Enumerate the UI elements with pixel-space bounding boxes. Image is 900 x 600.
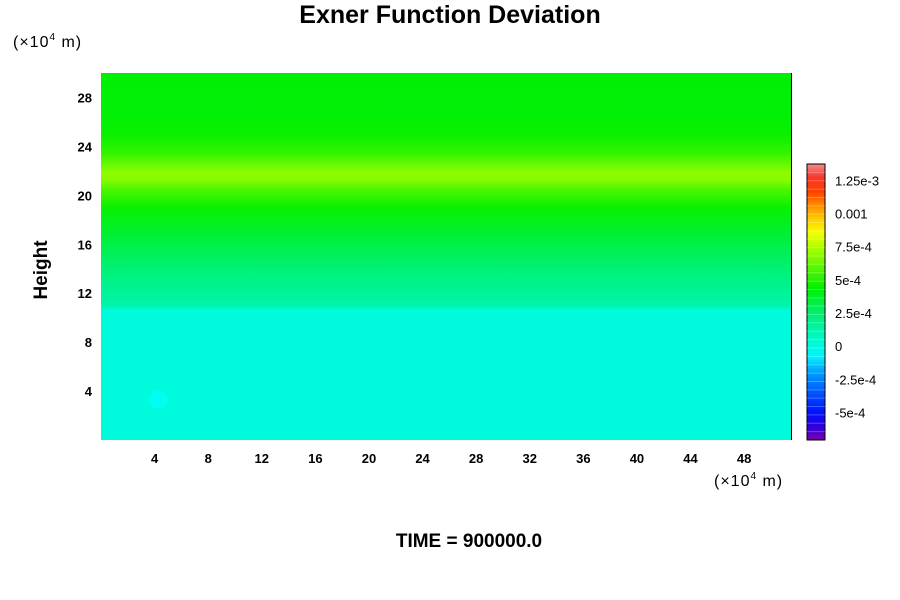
colorbar-tick-label: 2.5e-4 bbox=[835, 306, 872, 321]
y-tick-label: 16 bbox=[78, 237, 92, 252]
colorbar-tick-label: 0.001 bbox=[835, 206, 868, 221]
colorbar-tick-label: 0 bbox=[835, 339, 842, 354]
colorbar-tick-label: -5e-4 bbox=[835, 405, 865, 420]
y-tick-label: 12 bbox=[78, 286, 92, 301]
chart-title: Exner Function Deviation bbox=[299, 1, 601, 29]
x-tick-label: 20 bbox=[362, 451, 376, 466]
x-tick-label: 32 bbox=[523, 451, 537, 466]
x-tick-label: 44 bbox=[683, 451, 698, 466]
y-tick-label: 24 bbox=[78, 139, 93, 154]
x-tick-label: 16 bbox=[308, 451, 322, 466]
y-tick-label: 20 bbox=[78, 188, 92, 203]
field-feature-0 bbox=[149, 390, 168, 409]
y-axis-unit: (×104 m) bbox=[13, 32, 83, 52]
colorbar bbox=[806, 163, 826, 441]
colorbar-tick-label: -2.5e-4 bbox=[835, 372, 876, 387]
x-tick-label: 28 bbox=[469, 451, 483, 466]
y-tick-label: 28 bbox=[78, 90, 92, 105]
x-tick-label: 48 bbox=[737, 451, 751, 466]
x-tick-label: 4 bbox=[151, 451, 159, 466]
contour-field bbox=[101, 73, 791, 440]
x-tick-label: 24 bbox=[415, 451, 430, 466]
x-tick-label: 40 bbox=[630, 451, 644, 466]
y-tick-label: 8 bbox=[85, 335, 92, 350]
colorbar-tick-label: 1.25e-3 bbox=[835, 173, 879, 188]
time-label: TIME = 900000.0 bbox=[395, 531, 543, 552]
colorbar-tick-label: 7.5e-4 bbox=[835, 240, 872, 255]
colorbar-tick-label: 5e-4 bbox=[835, 273, 861, 288]
x-tick-label: 36 bbox=[576, 451, 590, 466]
colorbar-ticks: 1.25e-3 0.001 7.5e-4 5e-4 2.5e-4 0 -2.5e-4 -5e-… bbox=[835, 173, 879, 420]
y-axis-ticks: 4 8 12 16 20 24 28 bbox=[78, 90, 93, 399]
x-tick-label: 12 bbox=[255, 451, 269, 466]
y-tick-label: 4 bbox=[85, 384, 93, 399]
x-axis-unit: (×104 m) bbox=[714, 471, 784, 491]
x-tick-label: 8 bbox=[205, 451, 212, 466]
x-axis-ticks: 4 8 12 16 20 24 28 32 36 40 44 48 bbox=[151, 451, 751, 466]
